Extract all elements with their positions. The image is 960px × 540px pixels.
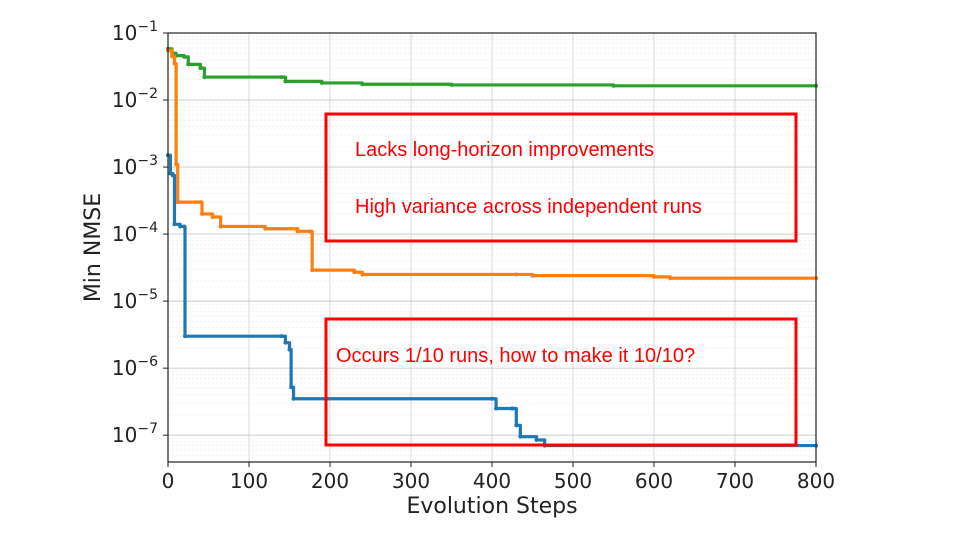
data-point	[210, 214, 215, 219]
data-point	[295, 229, 300, 234]
data-point	[514, 272, 519, 277]
annotation-box-0: Lacks long-horizon improvements High vari…	[324, 112, 798, 243]
y-tick-label: 10−6	[112, 354, 158, 380]
data-point	[172, 61, 177, 66]
data-point	[360, 82, 365, 87]
data-point	[510, 406, 515, 411]
y-tick-label: 10−1	[112, 19, 158, 45]
data-point	[200, 211, 205, 216]
annotations: Lacks long-horizon improvements High vari…	[324, 112, 798, 447]
x-tick-label: 200	[311, 469, 349, 493]
data-point	[198, 66, 203, 71]
series-group	[166, 46, 818, 448]
data-point	[174, 162, 179, 167]
annotation-frame	[324, 317, 798, 447]
data-point	[170, 173, 175, 178]
x-tick-label: 0	[162, 469, 175, 493]
series-2	[166, 153, 818, 448]
x-tick-label: 100	[230, 469, 268, 493]
annotation-text: High variance across independent runs	[355, 196, 702, 218]
data-point	[310, 268, 315, 273]
data-point	[652, 274, 656, 279]
x-tick-label: 400	[473, 469, 511, 493]
data-point	[178, 224, 183, 229]
data-point	[283, 79, 288, 84]
ticks: 0 100 200 300 400 500 600 700 800 10−1 10−2 10−3 10−…	[112, 19, 835, 493]
data-point	[291, 396, 296, 401]
data-point	[352, 270, 357, 275]
data-point	[283, 340, 288, 345]
data-point	[279, 334, 284, 339]
data-point	[202, 75, 207, 80]
data-point	[182, 224, 187, 229]
x-axis-title: Evolution Steps	[406, 494, 577, 519]
x-tick-label: 700	[716, 469, 754, 493]
data-point	[449, 82, 454, 87]
data-point	[514, 423, 519, 428]
y-tick-label: 10−2	[112, 86, 158, 112]
data-point	[183, 334, 188, 339]
data-point	[611, 83, 616, 88]
data-point	[530, 273, 535, 278]
data-point	[263, 226, 268, 231]
data-point	[360, 272, 365, 277]
data-point	[287, 347, 292, 352]
data-point	[490, 396, 494, 401]
y-tick-label: 10−5	[112, 287, 158, 313]
annotation-frame	[324, 112, 798, 243]
data-point	[668, 276, 673, 281]
data-point	[289, 385, 294, 390]
data-point	[170, 54, 175, 59]
data-point	[534, 437, 539, 442]
y-tick-label: 10−4	[112, 220, 158, 246]
x-tick-label: 800	[797, 469, 835, 493]
x-tick-label: 300	[392, 469, 430, 493]
series-1	[166, 48, 818, 281]
annotation-text: Occurs 1/10 runs, how to make it 10/10?	[336, 345, 695, 367]
data-point	[218, 224, 223, 229]
data-point	[307, 229, 312, 234]
data-point	[494, 406, 499, 411]
data-point	[172, 222, 177, 227]
data-point	[198, 200, 203, 205]
data-point	[518, 434, 523, 439]
data-point	[279, 75, 284, 80]
data-point	[175, 200, 180, 205]
data-point	[182, 54, 187, 59]
data-point	[319, 80, 324, 85]
x-tick-label: 600	[635, 469, 673, 493]
annotation-box-1: Occurs 1/10 runs, how to make it 10/10?	[324, 317, 798, 447]
y-tick-label: 10−7	[112, 421, 158, 447]
y-tick-label: 10−3	[112, 153, 158, 179]
y-axis-title: Min NMSE	[81, 193, 106, 302]
data-point	[186, 62, 191, 67]
x-tick-label: 500	[554, 469, 592, 493]
annotation-text: Lacks long-horizon improvements	[355, 139, 654, 161]
